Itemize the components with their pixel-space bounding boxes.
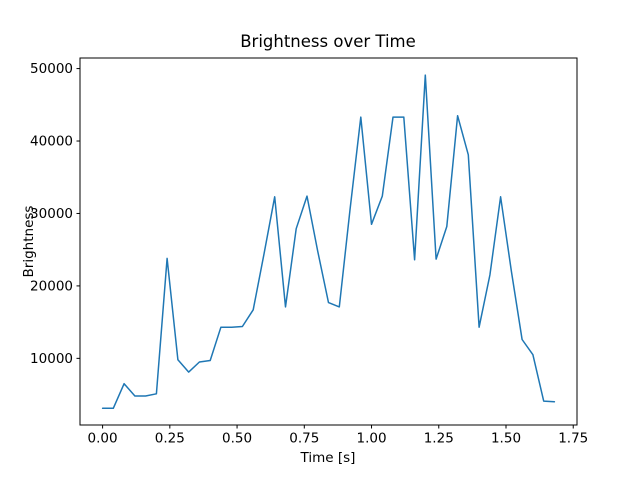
x-tick-label: 1.00 [356, 431, 386, 447]
x-tick-label: 0.50 [222, 431, 252, 447]
x-tick-label: 1.25 [424, 431, 454, 447]
y-tick-label: 10000 [30, 351, 73, 367]
y-axis-label: Brightness [21, 206, 37, 278]
x-axis-label: Time [s] [300, 450, 356, 466]
data-series [101, 74, 556, 410]
x-tick-label: 1.75 [558, 431, 588, 447]
y-tick-label: 30000 [30, 206, 73, 222]
x-tick-label: 1.50 [491, 431, 521, 447]
y-tick-label: 40000 [30, 134, 73, 150]
x-tick-label: 0.00 [88, 431, 118, 447]
x-tick-label: 0.25 [155, 431, 185, 447]
y-tick-label: 50000 [30, 61, 73, 77]
x-axis-ticks: 0.00 0.25 0.50 0.75 1.00 1.25 1.50 1.75 [88, 425, 588, 447]
y-tick-label: 20000 [30, 278, 73, 294]
brightness-line [101, 74, 556, 410]
y-axis-ticks: 10000 20000 30000 40000 50000 [30, 61, 80, 367]
chart-title: Brightness over Time [240, 32, 416, 51]
plot-border [79, 57, 578, 426]
x-tick-label: 0.75 [289, 431, 319, 447]
